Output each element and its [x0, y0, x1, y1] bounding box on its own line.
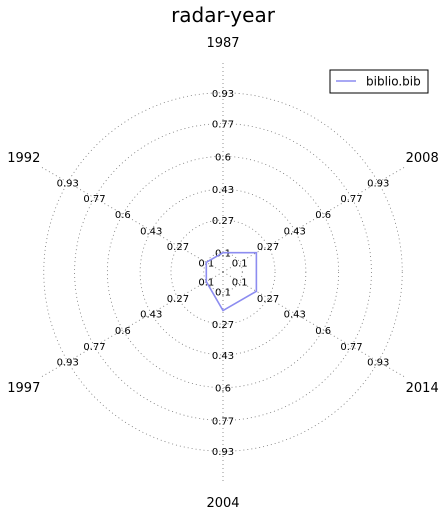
axis-label-2004: 2004: [206, 496, 239, 511]
tick-label-2008-0-1: 0.1: [232, 258, 248, 269]
series-biblio-bib: [205, 251, 258, 312]
tick-label-1997-0-6: 0.6: [115, 326, 131, 337]
tick-label-1987-0-1: 0.1: [215, 249, 231, 260]
grid-ring-4: [106, 155, 340, 389]
tick-label-2014-0-43: 0.43: [284, 309, 306, 320]
tick-label-1987-0-93: 0.93: [212, 89, 234, 100]
tick-label-2014-0-93: 0.93: [367, 358, 389, 369]
grid-ring-5: [74, 123, 372, 421]
chart-title: radar-year: [171, 3, 276, 27]
legend-entry-biblio-bib: biblio.bib: [366, 75, 421, 89]
axis-label-1987: 1987: [206, 36, 239, 51]
tick-label-2004-0-77: 0.77: [212, 416, 234, 427]
spoke-1992: [39, 165, 224, 273]
legend-box: [329, 69, 429, 94]
tick-label-1992-0-77: 0.77: [83, 194, 105, 205]
tick-label-1997-0-93: 0.93: [57, 358, 79, 369]
radar-axis-labels: 1987 2008 2014 2004 1997 1992: [7, 36, 438, 511]
spoke-1997: [39, 271, 224, 379]
tick-label-2008-0-27: 0.27: [257, 242, 279, 253]
tick-label-1987-0-43: 0.43: [212, 185, 234, 196]
tick-label-1997-0-27: 0.27: [167, 294, 189, 305]
axis-label-1997: 1997: [7, 381, 40, 396]
tick-label-1987-0-6: 0.6: [215, 152, 231, 163]
axis-label-2008: 2008: [406, 151, 439, 166]
tick-label-2008-0-43: 0.43: [284, 227, 306, 238]
axis-label-1992: 1992: [7, 151, 40, 166]
tick-label-2004-0-6: 0.6: [215, 384, 231, 395]
radar-spokes: [39, 60, 407, 484]
tick-label-2014-0-27: 0.27: [257, 294, 279, 305]
radar-tick-labels: 0.1 0.27 0.43 0.6 0.77 0.93 0.1 0.27 0.43 0.6 0.77…: [57, 89, 390, 458]
spoke-2014: [222, 271, 407, 379]
grid-ring-3: [139, 188, 307, 356]
grid-ring-1: [203, 252, 243, 292]
tick-label-1987-0-77: 0.77: [212, 120, 234, 131]
tick-label-2004-0-1: 0.1: [215, 287, 231, 298]
tick-label-1992-0-6: 0.6: [115, 210, 131, 221]
tick-label-2008-0-77: 0.77: [340, 194, 362, 205]
tick-label-2014-0-77: 0.77: [340, 342, 362, 353]
tick-label-1997-0-77: 0.77: [83, 342, 105, 353]
legend: biblio.bib: [329, 69, 429, 94]
tick-label-2014-0-1: 0.1: [232, 278, 248, 289]
tick-label-1992-0-93: 0.93: [57, 178, 79, 189]
tick-label-2004-0-93: 0.93: [212, 447, 234, 458]
tick-label-1997-0-43: 0.43: [140, 309, 162, 320]
radar-series-layer: [205, 251, 258, 312]
tick-label-1992-0-43: 0.43: [140, 227, 162, 238]
tick-label-2004-0-27: 0.27: [212, 320, 234, 331]
tick-label-1992-0-27: 0.27: [167, 242, 189, 253]
axis-label-2014: 2014: [406, 381, 439, 396]
grid-ring-6: [43, 92, 403, 452]
tick-label-2008-0-6: 0.6: [315, 210, 331, 221]
tick-label-2014-0-6: 0.6: [315, 326, 331, 337]
spoke-2008: [222, 165, 407, 273]
tick-label-2008-0-93: 0.93: [367, 178, 389, 189]
tick-label-1987-0-27: 0.27: [212, 216, 234, 227]
tick-label-2004-0-43: 0.43: [212, 351, 234, 362]
